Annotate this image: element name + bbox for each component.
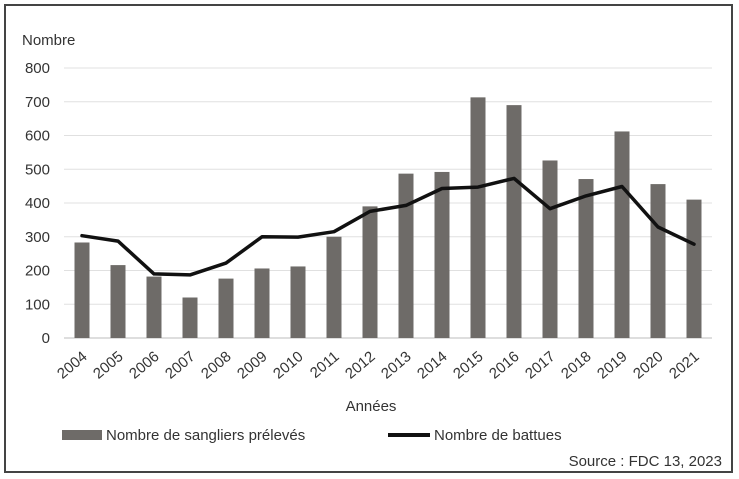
x-tick-label: 2010: [270, 348, 306, 382]
bar-series: [74, 97, 702, 338]
series-line: [80, 176, 696, 277]
x-tick-label: 2015: [450, 348, 486, 382]
bar: [614, 131, 630, 338]
bar: [398, 173, 414, 338]
y-axis-ticks: 0 100 200 300 400 500 600 700 800: [25, 60, 50, 347]
legend: Nombre de sangliers prélevés Nombre de b…: [62, 427, 562, 444]
source-note: Source : FDC 13, 2023: [569, 453, 722, 470]
x-tick-label: 2004: [54, 348, 90, 382]
y-axis-label: Nombre: [22, 32, 75, 49]
legend-bar-swatch: [62, 430, 102, 440]
bar: [470, 97, 486, 338]
bar: [326, 236, 342, 338]
y-tick-label: 500: [25, 161, 50, 178]
bar: [290, 266, 306, 338]
bar: [110, 265, 126, 338]
x-tick-label: 2008: [198, 348, 234, 382]
x-tick-label: 2005: [90, 348, 126, 382]
bar: [74, 242, 90, 338]
y-tick-label: 700: [25, 94, 50, 111]
x-axis-label: Années: [346, 398, 397, 415]
y-tick-label: 100: [25, 296, 50, 313]
bar: [218, 278, 234, 338]
x-tick-label: 2013: [378, 348, 414, 382]
gridlines: [64, 67, 712, 339]
x-tick-label: 2014: [414, 348, 450, 382]
bar: [542, 160, 558, 338]
bar: [506, 105, 522, 338]
bar: [182, 297, 198, 338]
bar: [362, 206, 378, 338]
x-tick-label: 2021: [666, 348, 702, 382]
bar: [254, 268, 270, 338]
bar: [686, 199, 702, 338]
y-tick-label: 600: [25, 128, 50, 145]
y-tick-label: 400: [25, 195, 50, 212]
legend-bar-label: Nombre de sangliers prélevés: [106, 427, 305, 444]
x-tick-label: 2017: [522, 348, 558, 382]
bar: [650, 184, 666, 338]
x-tick-label: 2016: [486, 348, 522, 382]
x-tick-label: 2011: [307, 348, 343, 382]
y-tick-label: 0: [42, 330, 50, 347]
x-tick-label: 2019: [594, 348, 630, 382]
y-tick-label: 200: [25, 263, 50, 280]
x-axis-ticks: 2004 2005 2006 2007 2008 2009 2010 2011 2012 2013…: [54, 348, 702, 382]
x-tick-label: 2018: [558, 348, 594, 382]
x-tick-label: 2009: [234, 348, 270, 382]
bar: [434, 171, 450, 338]
x-tick-label: 2007: [162, 348, 198, 382]
y-tick-label: 800: [25, 60, 50, 77]
bar: [578, 179, 594, 338]
x-tick-label: 2020: [630, 348, 666, 382]
x-tick-label: 2012: [342, 348, 378, 382]
line-series: [80, 176, 696, 277]
chart-frame: 0 100 200 300 400 500 600 700 800 2004 2005 2006 20…: [4, 4, 733, 473]
y-tick-label: 300: [25, 229, 50, 246]
bar: [146, 276, 162, 338]
x-tick-label: 2006: [126, 348, 162, 382]
legend-line-label: Nombre de battues: [434, 427, 562, 444]
